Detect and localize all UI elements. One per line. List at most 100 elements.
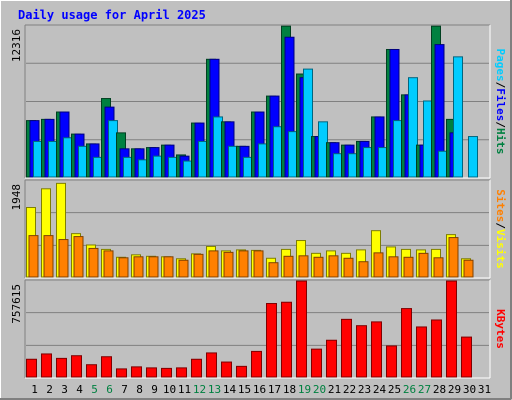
bar-kbytes-day-26 (401, 308, 412, 378)
bar-sites-day-4 (73, 236, 84, 278)
bar-kbytes-day-16 (251, 350, 262, 378)
legend-kbytes: KBytes (494, 309, 507, 349)
day-label-30: 30 (463, 383, 476, 396)
day-label-1: 1 (31, 383, 38, 396)
bar-kbytes-day-21 (326, 339, 337, 378)
bar-sites-day-5 (88, 247, 99, 278)
bar-pages-day-29 (453, 56, 463, 178)
day-label-21: 21 (328, 383, 341, 396)
legend-separator: / (494, 222, 507, 229)
legend-files: Files (494, 88, 507, 121)
bar-kbytes-day-2 (41, 353, 52, 378)
bar-sites-day-22 (343, 257, 354, 278)
panel-1: 12316 Pages/Files/Hits (10, 24, 507, 179)
day-label-4: 4 (76, 383, 83, 396)
day-label-14: 14 (223, 383, 237, 396)
day-label-24: 24 (373, 383, 387, 396)
bar-sites-day-1 (28, 235, 39, 278)
day-label-12: 12 (193, 383, 206, 396)
bar-kbytes-day-3 (56, 357, 67, 378)
bar-sites-day-7 (118, 257, 129, 278)
day-label-28: 28 (433, 383, 446, 396)
day-label-6: 6 (106, 383, 113, 396)
bar-kbytes-day-27 (416, 326, 427, 378)
bar-sites-day-15 (238, 250, 249, 278)
legend-hits: Hits (494, 128, 507, 155)
day-label-17: 17 (268, 383, 281, 396)
day-label-3: 3 (61, 383, 68, 396)
bar-sites-day-8 (133, 256, 144, 278)
bar-kbytes-day-18 (281, 301, 292, 378)
series-legend-label: KBytes (494, 309, 507, 349)
bar-kbytes-day-12 (191, 358, 202, 378)
bar-kbytes-day-24 (371, 321, 382, 378)
bar-sites-day-28 (433, 257, 444, 278)
day-label-23: 23 (358, 383, 371, 396)
bar-sites-day-6 (103, 250, 114, 278)
bar-kbytes-day-9 (146, 367, 157, 378)
day-label-7: 7 (121, 383, 128, 396)
day-label-9: 9 (151, 383, 158, 396)
legend-visits: Visits (494, 229, 507, 269)
bar-kbytes-day-8 (131, 366, 142, 378)
day-label-31: 31 (478, 383, 491, 396)
day-label-20: 20 (313, 383, 326, 396)
bar-sites-day-9 (148, 256, 159, 278)
day-label-16: 16 (253, 383, 266, 396)
bar-sites-day-2 (43, 235, 54, 278)
series-legend-label: Pages/Files/Hits (494, 49, 507, 155)
bar-kbytes-day-17 (266, 303, 277, 378)
bar-kbytes-day-4 (71, 355, 82, 378)
bar-kbytes-day-6 (101, 356, 112, 378)
chart-title: Daily usage for April 2025 (18, 8, 206, 22)
bar-kbytes-day-7 (116, 368, 127, 378)
bar-sites-day-21 (328, 255, 339, 278)
bar-kbytes-day-28 (431, 319, 442, 378)
bar-kbytes-day-25 (386, 345, 397, 378)
bar-kbytes-day-15 (236, 365, 247, 378)
bar-sites-day-29 (448, 237, 459, 278)
day-label-11: 11 (178, 383, 191, 396)
day-label-25: 25 (388, 383, 401, 396)
day-label-27: 27 (418, 383, 431, 396)
series-legend-label: Sites/Visits (494, 189, 507, 269)
day-label-29: 29 (448, 383, 461, 396)
bar-sites-day-10 (163, 256, 174, 278)
day-label-26: 26 (403, 383, 416, 396)
bar-kbytes-day-22 (341, 318, 352, 378)
bar-kbytes-day-5 (86, 364, 97, 378)
bar-sites-day-13 (208, 250, 219, 278)
day-label-10: 10 (163, 383, 176, 396)
bar-sites-day-14 (223, 251, 234, 278)
panel-3: 757615 KBytes (10, 279, 507, 379)
day-label-5: 5 (91, 383, 98, 396)
bar-sites-day-26 (403, 256, 414, 278)
bar-kbytes-day-19 (296, 280, 307, 378)
day-label-2: 2 (46, 383, 53, 396)
y-max-label: 12316 (10, 29, 23, 62)
bar-kbytes-day-10 (161, 367, 172, 378)
bar-sites-day-19 (298, 255, 309, 278)
bar-kbytes-day-14 (221, 361, 232, 378)
bar-kbytes-day-30 (461, 336, 472, 378)
panel-2: 1948 Sites/Visits (10, 179, 507, 279)
bar-sites-day-18 (283, 255, 294, 278)
chart-panels: 12316 Pages/Files/Hits 1948 Sites/Visits 757… (10, 24, 507, 379)
bar-sites-day-16 (253, 250, 264, 278)
bar-sites-day-24 (373, 252, 384, 278)
bar-sites-day-23 (358, 261, 369, 278)
bar-pages-day-30 (468, 136, 478, 178)
day-label-8: 8 (136, 383, 143, 396)
bar-sites-day-11 (178, 259, 189, 278)
y-max-label: 1948 (10, 184, 23, 211)
bar-sites-day-27 (418, 252, 429, 278)
bar-sites-day-20 (313, 256, 324, 278)
bar-kbytes-day-29 (446, 280, 457, 378)
bar-kbytes-day-20 (311, 348, 322, 378)
day-labels: 1 2 3 4 5 6 7 8 9 10 11 12 13 14 15 16 17 18 19 20 21 22 23 24 2… (31, 383, 491, 396)
bar-sites-day-3 (58, 239, 69, 278)
day-label-19: 19 (298, 383, 311, 396)
legend-separator: / (494, 121, 507, 128)
bar-sites-day-25 (388, 256, 399, 278)
day-label-18: 18 (283, 383, 296, 396)
